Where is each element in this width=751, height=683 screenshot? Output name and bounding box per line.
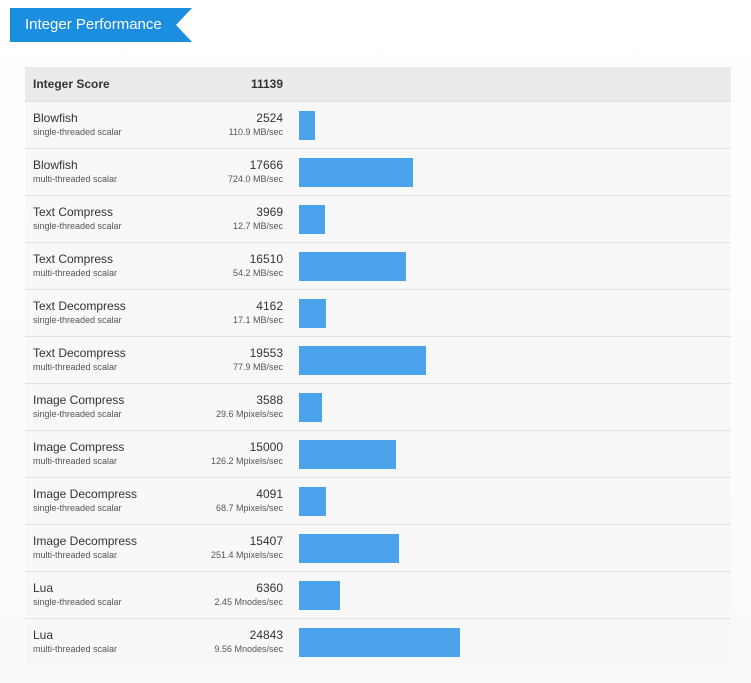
benchmark-mode: multi-threaded scalar xyxy=(33,174,118,184)
benchmark-rate: 68.7 Mpixels/sec xyxy=(215,503,283,513)
benchmark-name: Text Compress xyxy=(33,252,114,266)
benchmark-score: 6360 xyxy=(256,581,283,595)
benchmark-rate: 12.7 MB/sec xyxy=(232,221,283,231)
benchmark-row: Image Decompress single-threaded scalar 40… xyxy=(25,477,731,524)
ribbon-tip xyxy=(176,8,192,42)
benchmark-rate: 251.4 Mpixels/sec xyxy=(210,550,283,560)
benchmark-row: Text Compress multi-threaded scalar 16510 5… xyxy=(25,242,731,289)
benchmark-row: Blowfish multi-threaded scalar 17666 724.0 … xyxy=(25,148,731,195)
benchmark-rate: 724.0 MB/sec xyxy=(227,174,283,184)
benchmark-rate: 2.45 Mnodes/sec xyxy=(214,597,283,607)
score-bar xyxy=(299,252,406,281)
benchmark-mode: multi-threaded scalar xyxy=(33,456,118,466)
benchmark-name: Image Compress xyxy=(33,393,125,407)
benchmark-score: 4091 xyxy=(256,487,283,501)
benchmark-mode: multi-threaded scalar xyxy=(33,268,118,278)
benchmark-rate: 29.6 Mpixels/sec xyxy=(215,409,283,419)
score-bar xyxy=(299,111,316,140)
benchmark-score: 3969 xyxy=(256,205,283,219)
score-bar xyxy=(299,299,326,328)
header-row: Integer Score 11139 xyxy=(25,67,731,101)
score-table: Integer Score 11139 Blowfish single-threa… xyxy=(25,67,731,665)
benchmark-name: Text Decompress xyxy=(33,346,126,360)
benchmark-rate: 9.56 Mnodes/sec xyxy=(214,644,283,654)
benchmark-mode: multi-threaded scalar xyxy=(33,644,118,654)
benchmark-name: Blowfish xyxy=(33,111,78,125)
benchmark-score: 19553 xyxy=(249,346,283,360)
benchmark-rate: 126.2 Mpixels/sec xyxy=(210,456,283,466)
benchmark-row: Text Decompress single-threaded scalar 416… xyxy=(25,289,731,336)
benchmark-rate: 110.9 MB/sec xyxy=(228,127,283,137)
score-bar xyxy=(299,628,460,657)
benchmark-name: Image Decompress xyxy=(33,487,138,501)
score-bar xyxy=(299,440,397,469)
benchmark-score: 15000 xyxy=(249,440,283,454)
score-bar xyxy=(299,205,325,234)
benchmark-row: Text Decompress multi-threaded scalar 1955… xyxy=(25,336,731,383)
benchmark-rate: 54.2 MB/sec xyxy=(232,268,283,278)
benchmark-row: Text Compress single-threaded scalar 3969 1… xyxy=(25,195,731,242)
benchmark-score: 2524 xyxy=(256,111,283,125)
benchmark-mode: single-threaded scalar xyxy=(33,409,122,419)
benchmark-row: Lua multi-threaded scalar 24843 9.56 Mnodes… xyxy=(25,618,731,665)
score-bar xyxy=(299,393,323,422)
benchmark-name: Blowfish xyxy=(33,158,78,172)
benchmark-mode: single-threaded scalar xyxy=(33,221,122,231)
benchmark-name: Image Compress xyxy=(33,440,125,454)
benchmark-name: Text Compress xyxy=(33,205,114,219)
benchmark-row: Blowfish single-threaded scalar 2524 110.9 … xyxy=(25,101,731,148)
score-bar xyxy=(299,346,426,375)
benchmark-name: Image Decompress xyxy=(33,534,138,548)
benchmark-name: Lua xyxy=(33,628,54,642)
benchmark-mode: multi-threaded scalar xyxy=(33,550,118,560)
benchmark-name: Text Decompress xyxy=(33,299,126,313)
benchmark-rate: 17.1 MB/sec xyxy=(232,315,283,325)
score-bar xyxy=(299,487,326,516)
section-title: Integer Performance xyxy=(10,8,176,42)
benchmark-name: Lua xyxy=(33,581,54,595)
benchmark-rate: 77.9 MB/sec xyxy=(232,362,283,372)
benchmark-score: 4162 xyxy=(256,299,283,313)
score-bar xyxy=(299,534,399,563)
benchmark-score: 16510 xyxy=(249,252,283,266)
benchmark-row: Image Compress multi-threaded scalar 15000… xyxy=(25,430,731,477)
benchmark-row: Image Compress single-threaded scalar 3588… xyxy=(25,383,731,430)
benchmark-mode: single-threaded scalar xyxy=(33,315,122,325)
benchmark-score: 15407 xyxy=(249,534,283,548)
benchmark-mode: single-threaded scalar xyxy=(33,503,122,513)
benchmark-score: 3588 xyxy=(256,393,283,407)
score-bar xyxy=(299,581,341,610)
header-label: Integer Score xyxy=(33,77,110,91)
header-score: 11139 xyxy=(250,77,283,91)
benchmark-mode: single-threaded scalar xyxy=(33,597,122,607)
benchmark-row: Lua single-threaded scalar 6360 2.45 Mnodes… xyxy=(25,571,731,618)
score-bar xyxy=(299,158,414,187)
benchmark-score: 17666 xyxy=(249,158,283,172)
benchmark-mode: multi-threaded scalar xyxy=(33,362,118,372)
benchmark-row: Image Decompress multi-threaded scalar 154… xyxy=(25,524,731,571)
benchmark-score: 24843 xyxy=(249,628,283,642)
benchmark-mode: single-threaded scalar xyxy=(33,127,122,137)
